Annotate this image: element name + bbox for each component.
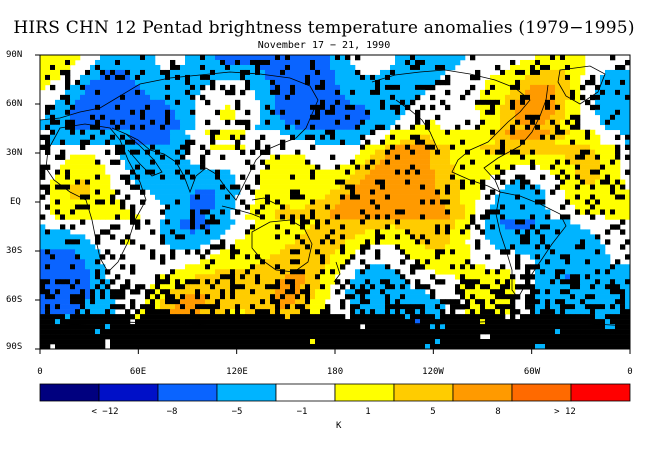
colorbar-label: 1 bbox=[365, 407, 371, 417]
anomaly-field bbox=[40, 55, 631, 350]
y-tick-label: 30N bbox=[6, 148, 23, 158]
x-tick-label: 120E bbox=[226, 367, 248, 377]
x-tick-label: 0 bbox=[37, 367, 43, 377]
colorbar-unit: K bbox=[336, 421, 342, 431]
colorbar-label: < −12 bbox=[91, 407, 119, 417]
colorbar-label: > 12 bbox=[554, 407, 576, 417]
colorbar-swatch bbox=[39, 383, 100, 402]
colorbar bbox=[39, 383, 631, 402]
colorbar-swatch bbox=[452, 383, 513, 402]
x-tick-label: 180 bbox=[326, 367, 344, 377]
map-subtitle: November 17 − 21, 1990 bbox=[257, 40, 391, 51]
colorbar-label: −1 bbox=[296, 407, 308, 417]
y-tick-label: 60S bbox=[6, 295, 23, 305]
colorbar-swatch bbox=[157, 383, 218, 402]
colorbar-label: 5 bbox=[430, 407, 436, 417]
y-tick-label: 90N bbox=[6, 50, 23, 60]
y-tick-label: 60N bbox=[6, 99, 23, 109]
x-tick-label: 60E bbox=[129, 367, 147, 377]
colorbar-swatch bbox=[511, 383, 572, 402]
x-tick-label: 0 bbox=[627, 367, 633, 377]
x-tick-label: 120W bbox=[422, 367, 444, 377]
colorbar-label: 8 bbox=[495, 407, 501, 417]
colorbar-swatch bbox=[570, 383, 631, 402]
map-title: HIRS CHN 12 Pentad brightness temperatur… bbox=[13, 18, 635, 38]
colorbar-swatch bbox=[216, 383, 277, 402]
colorbar-swatch bbox=[393, 383, 454, 402]
colorbar-label: −5 bbox=[231, 407, 243, 417]
colorbar-swatch bbox=[334, 383, 395, 402]
colorbar-swatch bbox=[275, 383, 336, 402]
x-tick-label: 60W bbox=[523, 367, 541, 377]
coastlines bbox=[39, 65, 631, 327]
y-tick-label: EQ bbox=[10, 197, 21, 207]
y-tick-label: 30S bbox=[6, 246, 23, 256]
y-tick-label: 90S bbox=[6, 342, 23, 352]
colorbar-label: −8 bbox=[166, 407, 178, 417]
colorbar-swatch bbox=[98, 383, 159, 402]
